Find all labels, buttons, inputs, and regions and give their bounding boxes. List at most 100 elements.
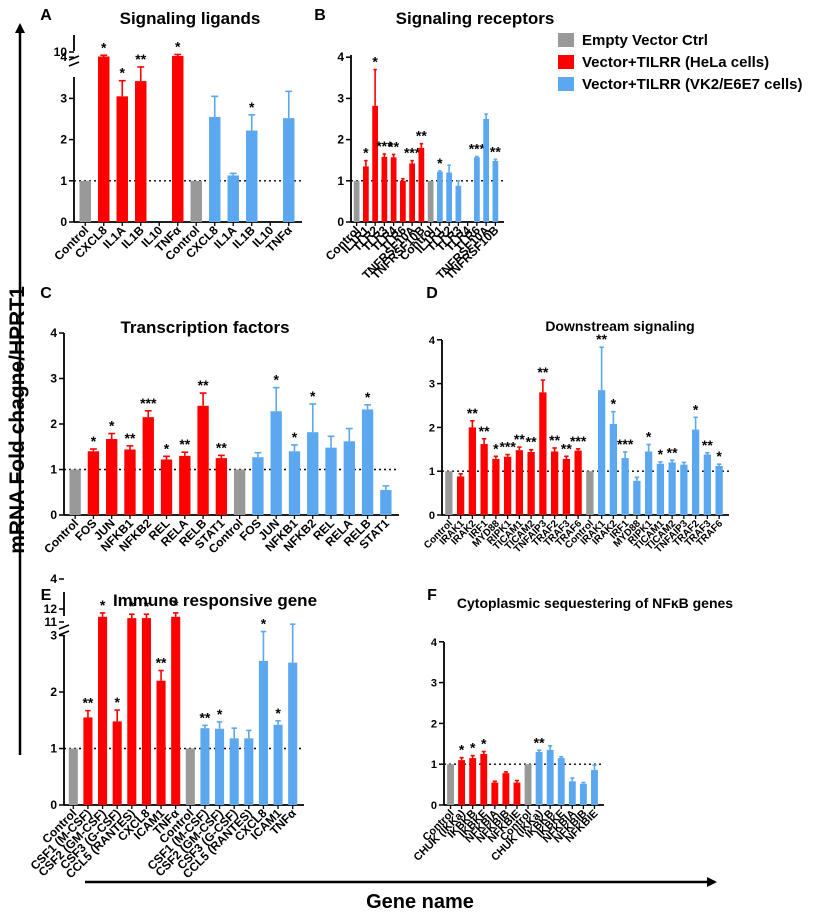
panel-d-bar (691, 429, 700, 515)
panel-d-y-tick-label: 3 (429, 379, 435, 391)
chart-panels: A Signaling ligands0123410Control*CXCL8*I… (28, 7, 734, 881)
panel-e-significance: * (144, 598, 150, 614)
panel-b-bar (446, 172, 452, 222)
panel-c-bar (197, 405, 209, 515)
panel-b-significance: * (372, 54, 378, 70)
panel-b-significance: *** (376, 138, 393, 154)
panel-f-bar (502, 773, 510, 805)
panel-b-significance: * (437, 155, 443, 171)
panel-d-significance: ** (667, 444, 678, 460)
panel-e-bar (258, 660, 268, 805)
panel-c-significance: * (109, 418, 115, 434)
panel-c-significance: * (164, 440, 170, 456)
panel-b-bar (437, 171, 443, 222)
panel-b-significance: *** (404, 145, 421, 161)
panel-f-bar (491, 782, 499, 805)
panel-c-bar (233, 469, 246, 515)
panel-f-bar (458, 760, 466, 805)
panel-d-y-tick-label: 2 (429, 422, 435, 434)
figure-x-label: Gene name (366, 891, 474, 912)
panel-e-significance: ** (156, 655, 167, 671)
panel-f-y-tick-label: 2 (431, 718, 437, 730)
panel-f-title: Cytoplasmic sequestering of NFκB genes (457, 595, 733, 611)
panel-f-bar (579, 783, 587, 805)
panel-b-bar (427, 180, 434, 222)
panel-b-bar (400, 180, 406, 222)
legend-label-ctrl: Empty Vector Ctrl (582, 32, 708, 49)
panel-f-significance: * (459, 742, 465, 758)
legend-swatch-ctrl (558, 33, 574, 47)
panel-a-title: Signaling ligands (120, 9, 261, 28)
panel-c-bar (124, 449, 136, 515)
panel-b-bar (390, 157, 397, 222)
panel-f-y-tick-label: 1 (431, 759, 437, 771)
panel-b-bar (483, 119, 489, 222)
panel-f-y-tick-label: 4 (431, 637, 438, 649)
panel-f-bar (513, 782, 521, 805)
panel-c-significance: ** (179, 436, 190, 452)
panel-F: F Cytoplasmic sequestering of NFκB genes 0… (412, 587, 734, 864)
panel-a-significance: * (249, 99, 255, 115)
panel-e-bar (273, 724, 283, 805)
panel-e-bar (83, 717, 93, 805)
panel-d-significance: ** (514, 431, 525, 447)
panel-b-significance: *** (469, 140, 486, 156)
panel-b-y-tick-label: 3 (337, 91, 344, 105)
panel-d-significance: ** (561, 440, 572, 456)
panel-e-significance: ** (199, 709, 210, 725)
panel-d-bar (644, 451, 653, 515)
panel-d-significance: *** (570, 433, 587, 449)
panel-e-bar (98, 616, 108, 805)
panel-e-axis-break-mark (58, 624, 70, 630)
panel-d-significance: ** (549, 432, 560, 448)
panel-d-bar (515, 450, 524, 515)
panel-c-significance: * (365, 389, 371, 405)
panel-e-bar (156, 680, 166, 805)
panel-d-bar (703, 454, 712, 515)
panel-a-bar (227, 175, 239, 222)
panel-c-y-tick-label: 0 (50, 508, 57, 522)
panel-a-bar (135, 81, 147, 222)
panel-c-bar (87, 451, 100, 515)
panel-c-y-tick-label: 2 (50, 417, 57, 431)
panel-A: A Signaling ligands0123410Control*CXCL8*I… (40, 7, 302, 263)
legend-label-hela: Vector+TILRR (HeLa cells) (582, 54, 769, 71)
panel-f-bar (447, 764, 454, 805)
panel-a-y-tick-label: 2 (60, 133, 67, 147)
panel-f-bar (480, 754, 488, 805)
panel-a-y-tick-label: 1 (60, 174, 67, 188)
panel-c-letter: C (40, 285, 52, 302)
panel-d-bar (586, 471, 594, 515)
panel-d-significance: *** (499, 439, 516, 455)
panel-d-significance: * (693, 401, 699, 417)
panel-e-y-tick-label: 0 (50, 798, 57, 812)
panel-f-y-tick-label: 0 (431, 800, 437, 812)
panel-a-bar (79, 180, 91, 222)
panel-f-bar (557, 758, 565, 805)
panel-b-bar (372, 105, 378, 222)
panel-c-significance: ** (198, 377, 209, 393)
panel-b-letter: B (314, 7, 326, 24)
panel-E: E Immune responsive gene012341112Control*… (28, 572, 317, 881)
panel-d-significance: ** (467, 405, 478, 421)
panel-a-y-tick-label: 4 (60, 50, 67, 64)
panel-b-bar (492, 161, 499, 222)
panel-e-y-tick-label: 1 (50, 742, 57, 756)
panel-d-significance: * (658, 446, 664, 462)
panel-f-y-tick-label: 3 (431, 678, 437, 690)
legend-swatch-hela (558, 55, 574, 69)
panel-e-significance: * (217, 706, 223, 722)
panel-b-bar (418, 147, 425, 222)
legend: Empty Vector Ctrl Vector+TILRR (HeLa cel… (558, 32, 803, 93)
legend-label-vk2: Vector+TILRR (VK2/E6E7 cells) (582, 76, 803, 93)
panel-f-bar (524, 764, 532, 805)
panel-f-letter: F (427, 587, 437, 604)
panel-e-bar (127, 618, 137, 805)
panel-c-significance: ** (125, 430, 136, 446)
panel-c-y-tick-label: 1 (50, 463, 57, 477)
panel-c-bar (361, 409, 374, 515)
panel-e-y-tick-label: 4 (50, 572, 57, 586)
panel-c-bar (160, 459, 173, 515)
panel-e-y-tick-label: 2 (50, 685, 57, 699)
panel-a-bar (209, 116, 221, 222)
